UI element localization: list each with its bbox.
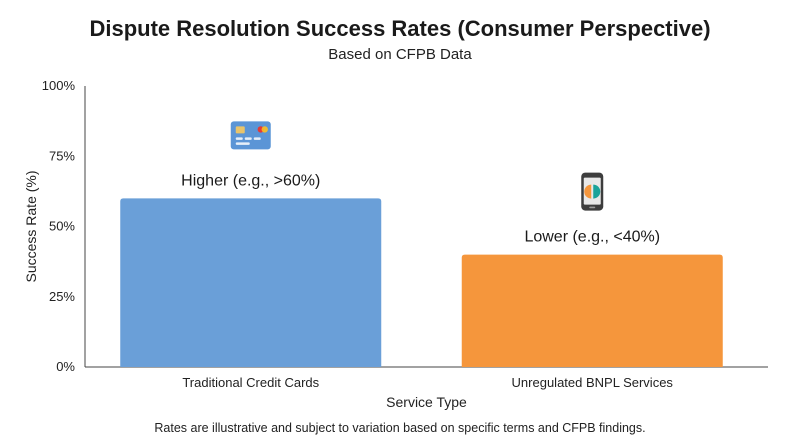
smartphone-icon: [581, 172, 604, 211]
card-logo-yellow: [261, 126, 268, 133]
bar-data-label: Lower (e.g., <40%): [524, 229, 660, 246]
chart-axes: 0% 25% 50% 75% 100% Success Rate (%) Service T…: [23, 78, 768, 410]
bar-2: [461, 254, 723, 367]
y-tick-label: 0%: [56, 359, 75, 374]
chart-icons: [230, 121, 604, 211]
credit-card-icon: [230, 121, 271, 150]
chart-subtitle: Based on CFPB Data: [328, 46, 472, 63]
card-number: [244, 137, 252, 140]
card-name: [235, 142, 250, 145]
phone-home-bar: [589, 206, 596, 209]
chart-footnote: Rates are illustrative and subject to va…: [154, 421, 646, 435]
phone-logo-orange: [584, 184, 592, 199]
x-tick-label: Traditional Credit Cards: [182, 375, 319, 390]
y-tick-label: 50%: [49, 219, 75, 234]
card-number: [235, 137, 243, 140]
chart-title: Dispute Resolution Success Rates (Consum…: [89, 16, 711, 41]
y-axis-title: Success Rate (%): [23, 170, 39, 282]
bar-data-label: Higher (e.g., >60%): [181, 172, 320, 189]
card-body: [230, 121, 271, 150]
y-tick-label: 25%: [49, 289, 75, 304]
x-tick-label: Unregulated BNPL Services: [512, 375, 674, 390]
card-number: [253, 137, 261, 140]
phone-screen: [583, 177, 601, 205]
chart-labels: Traditional Credit Cards Higher (e.g., >6…: [181, 172, 673, 390]
bar-1: [120, 198, 382, 367]
chart-bars: [120, 198, 723, 367]
y-tick-label: 100%: [42, 78, 76, 93]
card-chip: [235, 126, 245, 134]
phone-logo-teal: [593, 184, 601, 199]
y-tick-label: 75%: [49, 148, 75, 163]
x-axis-title: Service Type: [386, 394, 467, 410]
